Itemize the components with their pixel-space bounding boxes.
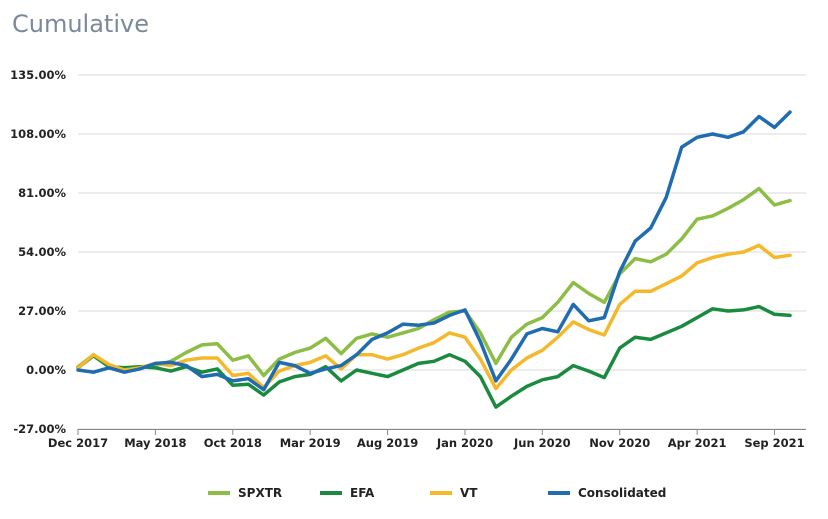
x-tick-label: Apr 2021 [668,436,727,450]
legend-label: EFA [350,486,375,500]
x-tick-label: Mar 2019 [280,436,341,450]
series-line-efa[interactable] [76,304,792,409]
y-tick-label: 81.00% [18,186,66,200]
legend: SPXTR EFA VT Consolidated [0,486,828,506]
legend-item-efa[interactable]: EFA [320,486,374,500]
y-axis: 135.00% 108.00% 81.00% 54.00% 27.00% 0.00% -27… [10,68,66,436]
x-tick-label: Sep 2021 [744,436,804,450]
y-tick-label: -27.00% [13,422,66,436]
legend-item-spxtr[interactable]: SPXTR [208,486,282,500]
x-tick-label: Oct 2018 [204,436,262,450]
x-tick-label: Jan 2020 [436,436,493,450]
x-tick-label: Aug 2019 [357,436,418,450]
x-axis: Dec 2017 May 2018 Oct 2018 Mar 2019 Aug 2019… [48,429,806,450]
x-tick-label: Jun 2020 [513,436,571,450]
legend-item-vt[interactable]: VT [430,486,477,500]
x-tick-label: Nov 2020 [589,436,650,450]
legend-item-consolidated[interactable]: Consolidated [548,486,666,500]
series-lines [76,110,792,409]
legend-swatch [548,491,570,495]
legend-label: SPXTR [238,486,283,500]
x-tick-label: Dec 2017 [48,436,108,450]
legend-swatch [320,491,342,495]
legend-swatch [208,491,230,495]
y-gridlines [78,74,806,430]
y-tick-label: 54.00% [18,245,66,259]
x-tick-label: May 2018 [124,436,186,450]
legend-label: VT [460,486,478,500]
y-tick-label: 135.00% [10,68,66,82]
legend-label: Consolidated [578,486,667,500]
y-tick-label: 0.00% [26,363,66,377]
y-tick-label: 27.00% [18,304,66,318]
legend-swatch [430,491,452,495]
y-tick-label: 108.00% [10,127,66,141]
series-line-vt[interactable] [76,243,792,391]
series-line-spxtr[interactable] [76,186,792,378]
chart-title: Cumulative [12,10,149,38]
series-line-consolidated[interactable] [76,110,792,392]
